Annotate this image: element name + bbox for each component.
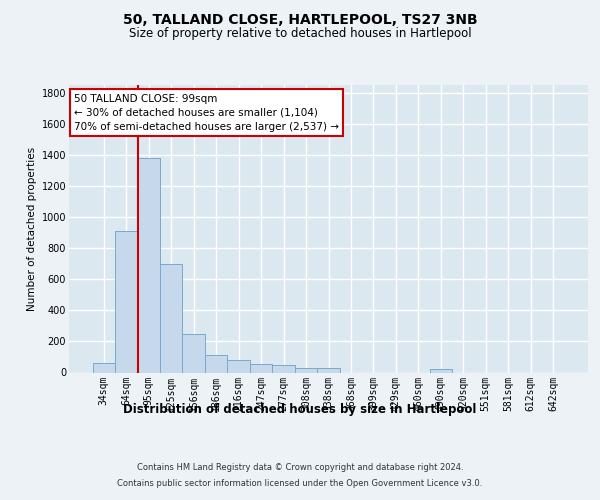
Y-axis label: Number of detached properties: Number of detached properties — [28, 146, 37, 311]
Text: Contains HM Land Registry data © Crown copyright and database right 2024.: Contains HM Land Registry data © Crown c… — [137, 462, 463, 471]
Bar — [295, 368, 317, 372]
Bar — [250, 364, 272, 372]
Bar — [92, 363, 115, 372]
Bar — [227, 360, 250, 372]
Text: 50, TALLAND CLOSE, HARTLEPOOL, TS27 3NB: 50, TALLAND CLOSE, HARTLEPOOL, TS27 3NB — [122, 12, 478, 26]
Bar — [430, 368, 452, 372]
Bar — [160, 264, 182, 372]
Text: Contains public sector information licensed under the Open Government Licence v3: Contains public sector information licen… — [118, 479, 482, 488]
Bar — [317, 368, 340, 372]
Bar — [137, 158, 160, 372]
Text: 50 TALLAND CLOSE: 99sqm
← 30% of detached houses are smaller (1,104)
70% of semi: 50 TALLAND CLOSE: 99sqm ← 30% of detache… — [74, 94, 339, 132]
Bar — [115, 231, 137, 372]
Text: Size of property relative to detached houses in Hartlepool: Size of property relative to detached ho… — [128, 28, 472, 40]
Text: Distribution of detached houses by size in Hartlepool: Distribution of detached houses by size … — [124, 402, 476, 415]
Bar — [272, 364, 295, 372]
Bar — [182, 334, 205, 372]
Bar — [205, 354, 227, 372]
